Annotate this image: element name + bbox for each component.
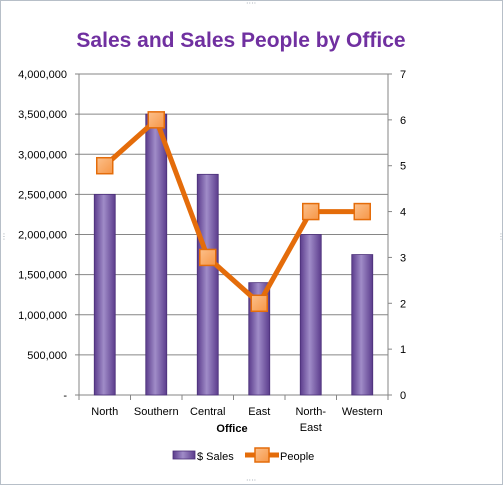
people-marker: [250, 294, 268, 313]
category-labels: North Southern Central East North- East Wester…: [91, 406, 382, 434]
category-label: North: [91, 406, 118, 418]
left-tick-label: 3,000,000: [18, 149, 67, 161]
sales-bar: [145, 113, 168, 396]
left-tick-label: 3,500,000: [18, 109, 67, 121]
legend-people-label: People: [280, 451, 314, 463]
people-marker: [96, 156, 114, 175]
category-label: Southern: [134, 406, 179, 418]
left-tick-label: 4,000,000: [18, 69, 67, 81]
sales-bar: [351, 254, 374, 396]
sales-bar: [299, 234, 322, 396]
right-tick-label: 1: [400, 344, 406, 356]
category-label: North-: [295, 406, 326, 418]
people-marker: [147, 111, 165, 129]
people-marker: [302, 202, 320, 221]
resize-handle-top[interactable]: ····: [246, 0, 257, 8]
right-axis: 0 1 2 3 4 5 6 7: [388, 69, 406, 402]
resize-handle-right[interactable]: ⋮: [497, 232, 503, 241]
right-tick-label: 6: [400, 115, 406, 127]
sales-bars: [93, 113, 374, 396]
gridlines: [78, 73, 389, 400]
left-tick-label: -: [63, 390, 67, 402]
resize-handle-left[interactable]: ⋮: [0, 232, 8, 241]
right-tick-label: 4: [400, 207, 406, 219]
category-label: East: [300, 422, 322, 434]
legend-sales-label: $ Sales: [197, 451, 234, 463]
right-tick-label: 7: [400, 69, 406, 81]
right-tick-label: 2: [400, 298, 406, 310]
left-axis: - 500,000 1,000,000 1,500,000 2,000,000 2,500…: [18, 69, 79, 402]
sales-bar: [93, 193, 116, 396]
x-axis-title: Office: [216, 423, 247, 435]
left-tick-label: 1,500,000: [18, 270, 67, 282]
chart-title: Sales and Sales People by Office: [76, 29, 405, 52]
people-line: [96, 111, 371, 313]
left-tick-label: 500,000: [27, 350, 67, 362]
legend-people-marker: [254, 447, 270, 463]
right-tick-label: 0: [400, 390, 406, 402]
legend[interactable]: $ Sales People: [172, 447, 314, 463]
sales-bar: [196, 173, 219, 396]
category-label: East: [248, 406, 270, 418]
left-tick-label: 2,500,000: [18, 189, 67, 201]
legend-sales-swatch: [172, 450, 196, 460]
category-label: Central: [190, 406, 225, 418]
resize-handle-bottom[interactable]: ····: [246, 476, 257, 485]
people-line-path: [102, 117, 365, 306]
left-tick-label: 1,000,000: [18, 310, 67, 322]
people-marker: [199, 248, 217, 267]
left-tick-label: 2,000,000: [18, 230, 67, 242]
category-label: Western: [342, 406, 383, 418]
right-tick-label: 3: [400, 252, 406, 264]
right-tick-label: 5: [400, 161, 406, 173]
people-marker: [353, 202, 371, 221]
